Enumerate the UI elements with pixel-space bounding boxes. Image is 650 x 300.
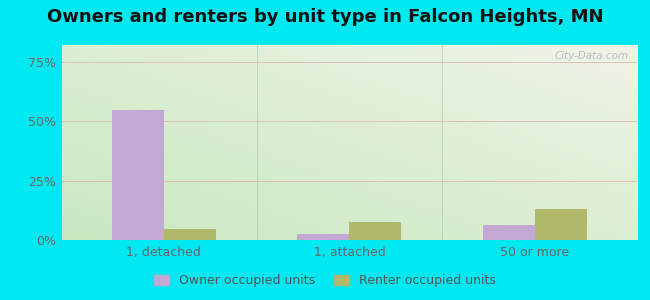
Bar — [164, 229, 216, 240]
Bar — [535, 209, 587, 240]
Text: Owners and renters by unit type in Falcon Heights, MN: Owners and renters by unit type in Falco… — [47, 8, 603, 26]
Bar — [298, 234, 350, 240]
Bar — [350, 222, 401, 240]
Legend: Owner occupied units, Renter occupied units: Owner occupied units, Renter occupied un… — [150, 270, 500, 291]
Bar — [112, 110, 164, 240]
Text: City-Data.com: City-Data.com — [554, 51, 629, 61]
Bar — [483, 224, 535, 240]
